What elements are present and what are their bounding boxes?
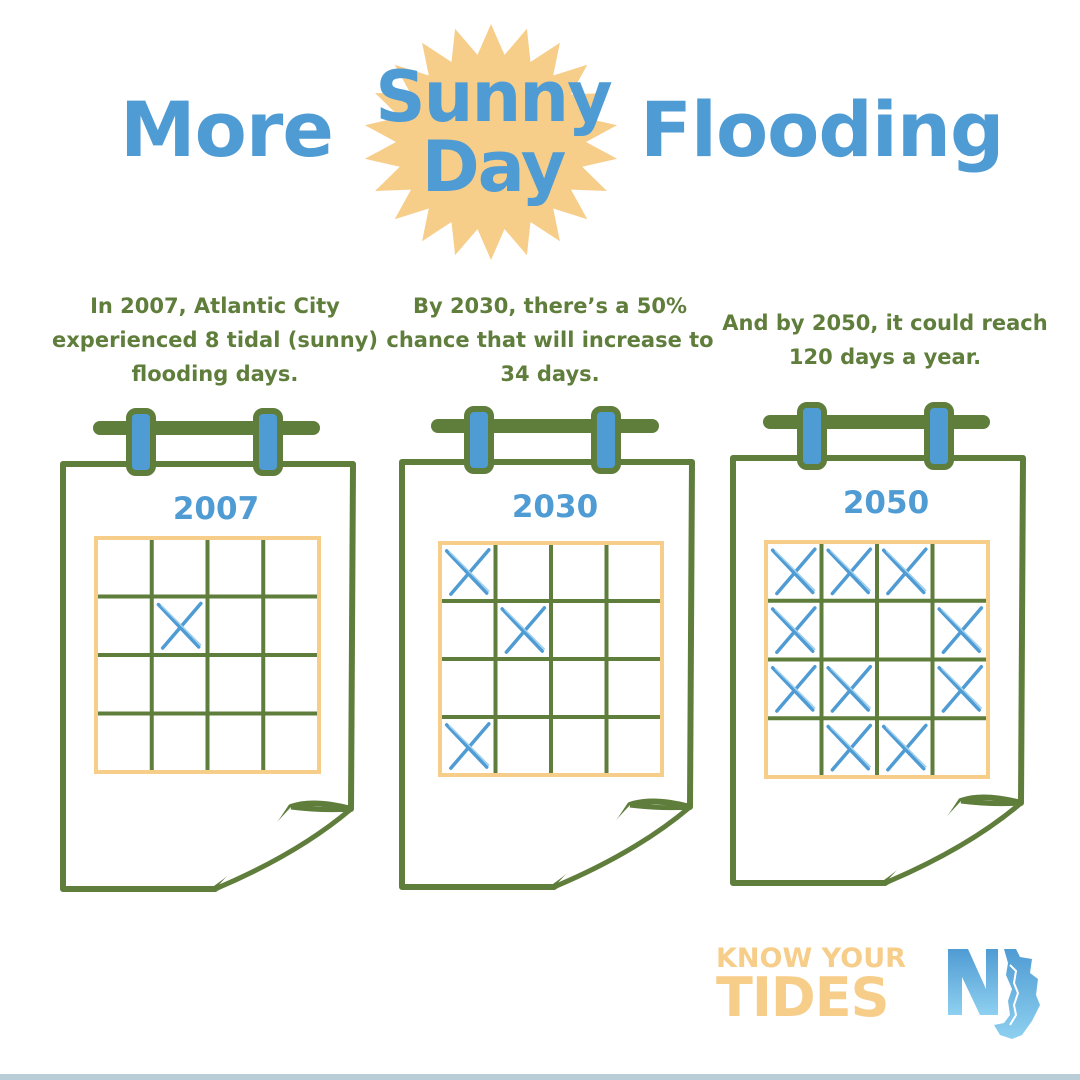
flood-day-x-mark (444, 548, 491, 596)
calendar-grid (438, 541, 664, 777)
logo-line-know-your: KNOW YOUR (716, 943, 906, 974)
calendar-year-2007: 2007 (173, 491, 259, 527)
calendar-ring-1 (126, 408, 156, 476)
flood-day-x-mark (500, 606, 547, 654)
flood-day-x-mark (881, 547, 928, 596)
flood-day-x-mark (770, 664, 817, 713)
logo-line-tides: TIDES (716, 966, 890, 1029)
calendar-page-curl (884, 798, 1024, 886)
title-word-more: More (120, 85, 334, 174)
calendar-2007: 2007 (60, 408, 356, 892)
calendar-grid (764, 540, 990, 779)
title-word-flooding: Flooding (640, 85, 1004, 174)
calendar-page-curl (214, 804, 354, 892)
calendar-ring-2 (924, 402, 954, 470)
title-word-day: Day (421, 126, 567, 208)
flood-day-x-mark (826, 664, 873, 713)
calendar-year-2030: 2030 (512, 489, 598, 525)
calendar-ring-2 (253, 408, 283, 476)
calendar-2030: 2030 (399, 406, 695, 890)
calendar-year-2050: 2050 (843, 485, 929, 521)
flood-day-x-mark (444, 722, 491, 770)
caption-2050: And by 2050, it could reach 120 days a y… (722, 311, 1048, 369)
know-your-tides-logo: KNOW YOUR TIDES (716, 945, 1046, 1045)
sunburst-shape (364, 24, 618, 260)
flood-day-x-mark (156, 601, 203, 650)
calendar-ring-1 (464, 406, 494, 474)
title-word-sunny: Sunny (375, 56, 613, 138)
flood-day-x-mark (937, 664, 984, 713)
flood-day-x-mark (881, 723, 928, 772)
calendar-2050: 2050 (730, 402, 1026, 886)
bottom-divider (0, 1074, 1080, 1080)
calendar-grid (94, 536, 321, 774)
calendar-ring-1 (797, 402, 827, 470)
caption-2007: In 2007, Atlantic City experienced 8 tid… (52, 294, 378, 386)
calendar-page-curl (553, 802, 693, 890)
calendar-ring-2 (591, 406, 621, 474)
sunburst-icon (364, 24, 618, 260)
flood-day-x-mark (770, 547, 817, 596)
flood-day-x-mark (826, 547, 873, 596)
flood-day-x-mark (770, 606, 817, 655)
flood-day-x-mark (826, 723, 873, 772)
nj-state-logo-icon (948, 949, 1040, 1039)
flood-day-x-mark (937, 606, 984, 655)
caption-2030: By 2030, there’s a 50% chance that will … (386, 294, 714, 386)
